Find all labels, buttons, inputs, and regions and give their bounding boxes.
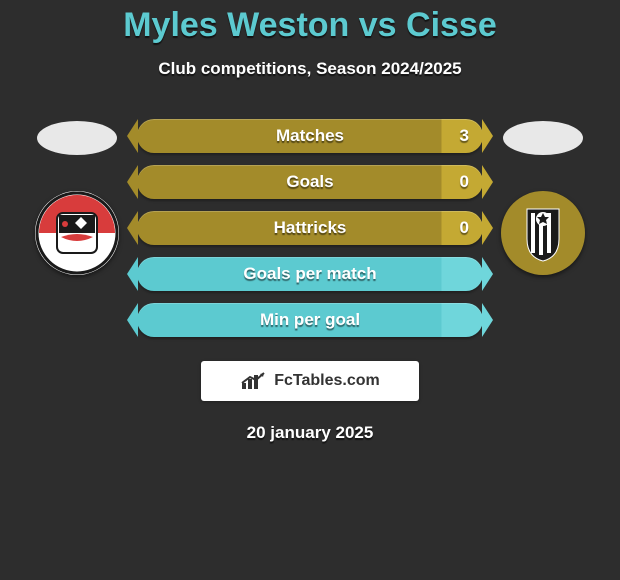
bar-arrow-left-icon — [127, 257, 138, 291]
bar-arrow-left-icon — [127, 211, 138, 245]
bar-arrow-right-icon — [482, 119, 493, 153]
date-label: 20 january 2025 — [247, 423, 374, 443]
stat-value-right: 3 — [460, 126, 469, 146]
bar-arrow-left-icon — [127, 165, 138, 199]
stat-bar: Min per goal — [137, 303, 483, 337]
stat-bar: Goals 0 — [137, 165, 483, 199]
infographic-container: Myles Weston vs Cisse Club competitions,… — [0, 0, 620, 443]
right-crest — [501, 191, 585, 275]
brand-text: FcTables.com — [274, 372, 380, 390]
notts-crest-icon — [501, 191, 585, 275]
stat-label: Goals per match — [243, 264, 376, 284]
stat-label: Matches — [276, 126, 344, 146]
left-flag — [37, 121, 117, 155]
bar-arrow-right-icon — [482, 165, 493, 199]
subtitle: Club competitions, Season 2024/2025 — [158, 59, 461, 79]
comparison-row: Matches 3 Goals 0 Hattricks 0 Goals per match M… — [0, 119, 620, 337]
left-side — [17, 119, 137, 275]
stat-bar: Hattricks 0 — [137, 211, 483, 245]
stat-label: Min per goal — [260, 310, 360, 330]
brand-badge: FcTables.com — [201, 361, 419, 401]
bar-arrow-right-icon — [482, 257, 493, 291]
right-flag — [503, 121, 583, 155]
right-side — [483, 119, 603, 275]
stat-label: Hattricks — [274, 218, 347, 238]
left-crest — [35, 191, 119, 275]
bar-arrow-right-icon — [482, 211, 493, 245]
stat-value-right: 0 — [460, 172, 469, 192]
bar-arrow-left-icon — [127, 303, 138, 337]
stat-bar: Matches 3 — [137, 119, 483, 153]
stats-column: Matches 3 Goals 0 Hattricks 0 Goals per match M… — [137, 119, 483, 337]
stat-value-right: 0 — [460, 218, 469, 238]
stat-bar: Goals per match — [137, 257, 483, 291]
bromley-crest-icon — [35, 191, 119, 275]
bar-arrow-left-icon — [127, 119, 138, 153]
stat-label: Goals — [286, 172, 333, 192]
page-title: Myles Weston vs Cisse — [123, 6, 497, 45]
brand-chart-icon — [240, 371, 268, 391]
bar-arrow-right-icon — [482, 303, 493, 337]
